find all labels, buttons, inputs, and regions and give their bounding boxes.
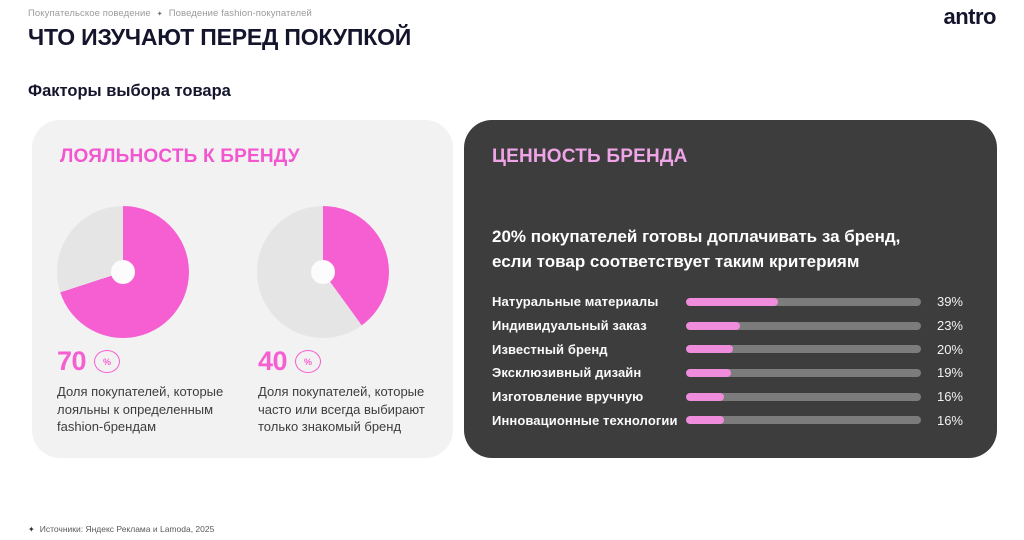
loyalty-card: ЛОЯЛЬНОСТЬ К БРЕНДУ 70 % Доля покупателе… [32, 120, 453, 458]
donut-chart-loyal [57, 206, 257, 338]
bar-value: 20% [936, 341, 963, 357]
bar-value: 16% [936, 412, 963, 428]
bar-row: Эксклюзивный дизайн 19% [492, 361, 963, 385]
sources-text: Источники: Яндекс Реклама и Lamoda, 2025 [39, 524, 215, 534]
bar-label: Эксклюзивный дизайн [492, 365, 642, 381]
donut-hole [111, 260, 135, 284]
stat-number-row: 40 % [258, 346, 454, 377]
brand-value-card-title: ЦЕННОСТЬ БРЕНДА [492, 146, 688, 167]
page-subtitle: Факторы выбора товара [28, 82, 231, 100]
bar-label: Инновационные технологии [492, 412, 678, 428]
sources-footer: ✦ Источники: Яндекс Реклама и Lamoda, 20… [28, 524, 214, 534]
bar-fill [686, 321, 741, 330]
bar-track [686, 321, 921, 330]
bar-fill [686, 392, 724, 401]
bar-value: 23% [936, 318, 963, 334]
bar-row: Натуральные материалы 39% [492, 290, 963, 314]
stat-description: Доля покупателей, которые часто или всег… [258, 384, 425, 434]
percent-badge: % [94, 350, 121, 373]
criteria-bar-chart: Натуральные материалы 39% Индивидуальный… [492, 290, 963, 432]
bar-label: Индивидуальный заказ [492, 318, 647, 334]
donut-hole [311, 260, 335, 284]
bar-track [686, 368, 921, 377]
bar-row: Известный бренд 20% [492, 337, 963, 361]
stat-number-row: 70 % [57, 346, 253, 377]
sparkle-icon: ✦ [28, 524, 35, 534]
stat-block: 70 % Доля покупателей, которые лояльны к… [57, 346, 253, 436]
breadcrumb-separator-icon: ✦ [156, 10, 163, 18]
bar-label: Известный бренд [492, 341, 608, 357]
breadcrumb-item: Покупательское поведение [28, 8, 151, 19]
bar-track [686, 297, 921, 306]
bar-fill [686, 297, 778, 306]
stat-number: 70 [57, 346, 87, 376]
bar-label: Натуральные материалы [492, 294, 659, 310]
brand-value-card: ЦЕННОСТЬ БРЕНДА 20% покупателей готовы д… [464, 120, 997, 458]
bar-track [686, 392, 921, 401]
bar-track [686, 345, 921, 354]
donut-ring [57, 206, 189, 338]
lead-line: если товар соответствует таким критериям [492, 252, 860, 271]
bar-fill [686, 345, 733, 354]
bar-fill [686, 368, 731, 377]
bar-value: 16% [936, 389, 963, 405]
bar-label: Изготовление вручную [492, 389, 644, 405]
bar-row: Индивидуальный заказ 23% [492, 314, 963, 338]
donut-chart-familiar [257, 206, 457, 338]
stat-number: 40 [258, 346, 288, 376]
bar-value: 19% [936, 365, 963, 381]
bar-fill [686, 416, 724, 425]
stat-description: Доля покупателей, которые лояльны к опре… [57, 384, 224, 434]
bar-value: 39% [936, 294, 963, 310]
bar-row: Изготовление вручную 16% [492, 385, 963, 409]
bar-row: Инновационные технологии 16% [492, 408, 963, 432]
lead-line: 20% покупателей готовы доплачивать за бр… [492, 227, 901, 246]
bar-track [686, 416, 921, 425]
brand-value-lead: 20% покупателей готовы доплачивать за бр… [492, 224, 969, 274]
breadcrumb: Покупательское поведение ✦ Поведение fas… [28, 8, 312, 19]
donut-ring [257, 206, 389, 338]
antro-logo: antro [943, 4, 997, 29]
breadcrumb-item: Поведение fashion-покупателей [168, 8, 312, 19]
stat-block: 40 % Доля покупателей, которые часто или… [258, 346, 454, 436]
loyalty-card-title: ЛОЯЛЬНОСТЬ К БРЕНДУ [60, 146, 300, 167]
page-title: ЧТО ИЗУЧАЮТ ПЕРЕД ПОКУПКОЙ [28, 24, 412, 50]
percent-badge: % [295, 350, 322, 373]
